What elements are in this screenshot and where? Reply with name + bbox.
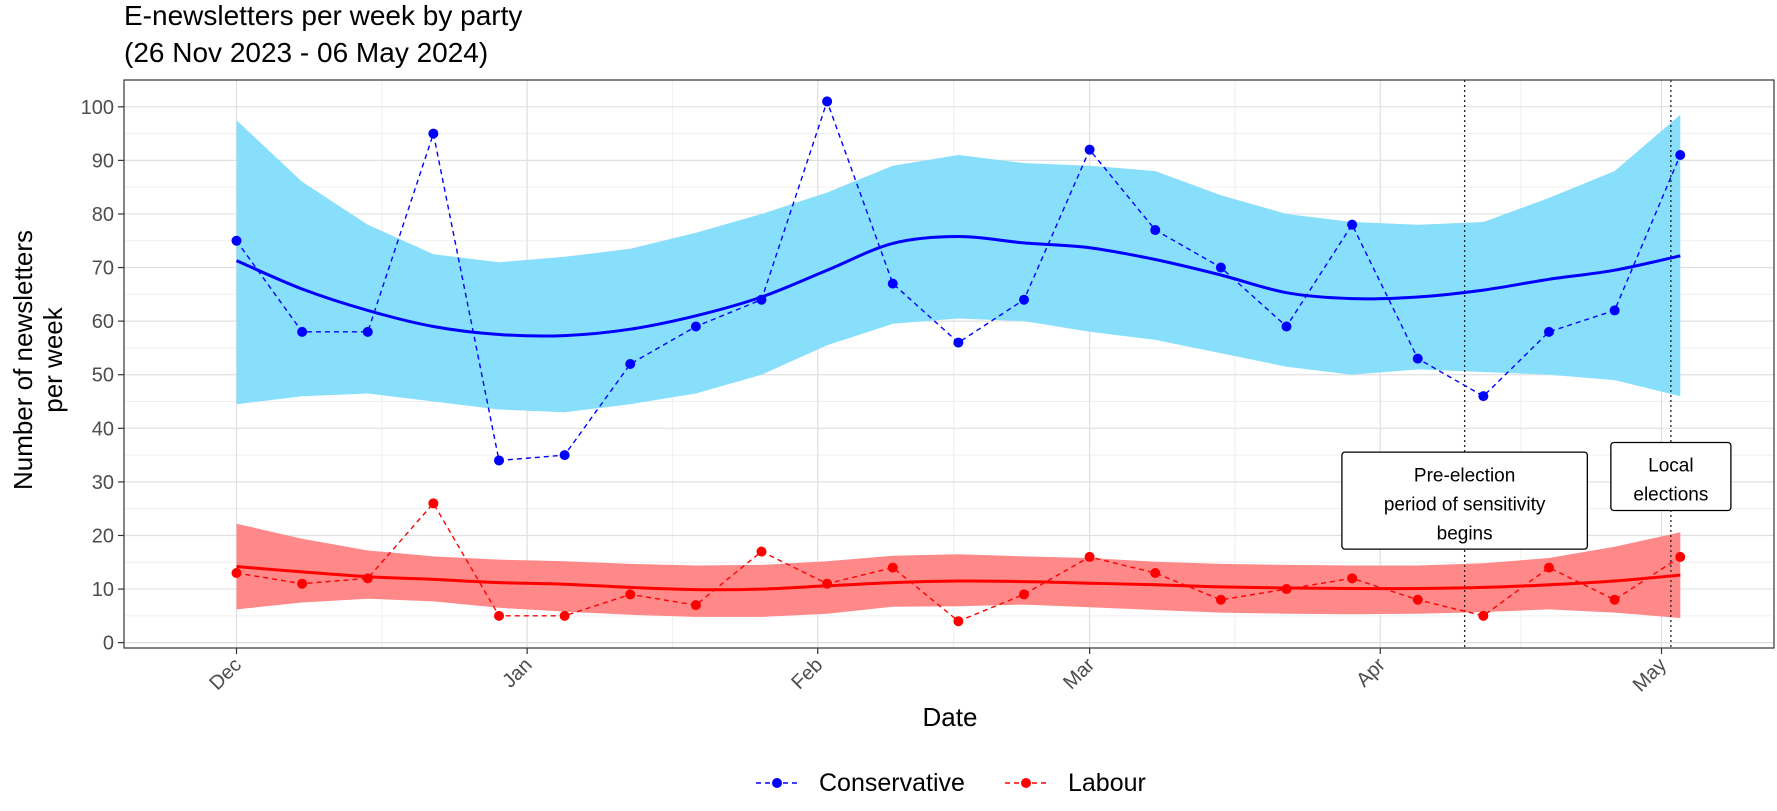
y-tick-label: 70 xyxy=(92,258,114,280)
data-point-labour xyxy=(953,616,964,627)
trend-line-conservative xyxy=(235,234,1681,338)
data-point-labour xyxy=(297,578,308,589)
chart-title: E-newsletters per week by party xyxy=(124,0,522,31)
legend-label: Conservative xyxy=(819,769,965,797)
data-point-conservative xyxy=(362,326,373,337)
data-point-labour xyxy=(362,573,373,584)
x-tick-label: Jan xyxy=(498,654,536,692)
trend-line-labour xyxy=(236,565,1681,592)
plot-border xyxy=(123,79,1775,649)
data-point-labour xyxy=(1019,589,1029,600)
data-point-labour xyxy=(1675,551,1686,562)
x-tick-label: Mar xyxy=(1059,654,1099,694)
data-point-conservative xyxy=(428,128,439,139)
data-point-conservative xyxy=(1478,391,1489,402)
data-point-labour xyxy=(1281,584,1292,595)
y-tick-label: 20 xyxy=(92,525,114,547)
y-axis-title-line2: per week xyxy=(38,306,68,412)
data-point-conservative xyxy=(1609,305,1620,316)
data-point-labour xyxy=(559,610,570,621)
annotation-text: elections xyxy=(1633,485,1708,506)
data-point-conservative xyxy=(887,278,898,289)
series-line-conservative xyxy=(235,99,1681,462)
data-point-labour xyxy=(756,546,767,557)
data-point-conservative xyxy=(231,235,242,246)
y-tick-label: 80 xyxy=(92,204,114,226)
annotation-text: period of sensitivity xyxy=(1384,494,1546,515)
data-point-labour xyxy=(1478,610,1489,621)
data-point-labour xyxy=(428,498,439,509)
confidence-bands xyxy=(236,114,1681,618)
data-point-conservative xyxy=(1544,326,1554,337)
x-tick-label: Dec xyxy=(205,654,246,695)
confidence-band-labour xyxy=(236,523,1681,618)
confidence-band-conservative xyxy=(236,114,1681,413)
data-point-labour xyxy=(1412,594,1423,605)
data-point-conservative xyxy=(756,294,767,305)
data-point-labour xyxy=(1215,594,1226,605)
legend-key-point xyxy=(1021,778,1031,788)
x-tick-label: May xyxy=(1629,654,1671,696)
data-point-conservative xyxy=(1019,294,1029,305)
data-point-labour xyxy=(625,589,636,600)
data-point-conservative xyxy=(494,455,504,466)
annotation-text: Local xyxy=(1648,456,1693,477)
chart-subtitle: (26 Nov 2023 - 06 May 2024) xyxy=(124,37,488,68)
data-point-conservative xyxy=(1347,219,1358,230)
data-point-labour xyxy=(231,567,242,578)
data-series xyxy=(231,96,1686,627)
data-point-labour xyxy=(887,562,898,573)
y-tick-label: 60 xyxy=(92,311,114,333)
data-point-conservative xyxy=(1150,225,1161,236)
data-point-conservative xyxy=(297,326,308,337)
data-point-labour xyxy=(1544,562,1554,573)
data-point-labour xyxy=(690,600,701,611)
data-point-labour xyxy=(1150,567,1161,578)
annotation-text: begins xyxy=(1437,523,1493,544)
data-point-labour xyxy=(1084,551,1095,562)
data-point-conservative xyxy=(1084,144,1095,155)
y-tick-label: 90 xyxy=(92,150,114,172)
data-point-conservative xyxy=(1412,353,1423,364)
annotations: Pre-election period of sensitivity begins L… xyxy=(1341,441,1732,550)
y-tick-label: 0 xyxy=(103,633,114,655)
x-tick-label: Apr xyxy=(1352,654,1390,692)
y-axis-title: Number of newsletters xyxy=(8,230,38,490)
x-tick-label: Feb xyxy=(787,654,827,694)
x-axis-title: Date xyxy=(923,702,978,732)
data-point-conservative xyxy=(1215,262,1226,273)
y-tick-label: 50 xyxy=(92,365,114,387)
data-point-conservative xyxy=(625,359,636,369)
data-point-labour xyxy=(1609,594,1620,605)
y-tick-label: 100 xyxy=(81,97,114,119)
legend-key-point xyxy=(772,778,782,788)
data-point-labour xyxy=(822,578,833,589)
annotation-box xyxy=(1610,441,1732,512)
data-point-conservative xyxy=(559,450,570,461)
y-tick-label: 40 xyxy=(92,418,114,440)
y-tick-label: 10 xyxy=(92,579,114,601)
legend: Conservative Labour xyxy=(756,769,1146,797)
data-point-conservative xyxy=(1281,321,1292,332)
annotation-text: Pre-election xyxy=(1414,465,1515,486)
data-point-labour xyxy=(494,610,504,621)
data-point-conservative xyxy=(1675,150,1686,161)
annotation-box xyxy=(1341,451,1589,550)
data-point-conservative xyxy=(953,337,964,348)
data-point-labour xyxy=(1347,573,1358,584)
data-point-conservative xyxy=(822,96,833,107)
legend-label: Labour xyxy=(1068,769,1146,797)
data-point-conservative xyxy=(690,321,701,332)
y-tick-label: 30 xyxy=(92,472,114,494)
